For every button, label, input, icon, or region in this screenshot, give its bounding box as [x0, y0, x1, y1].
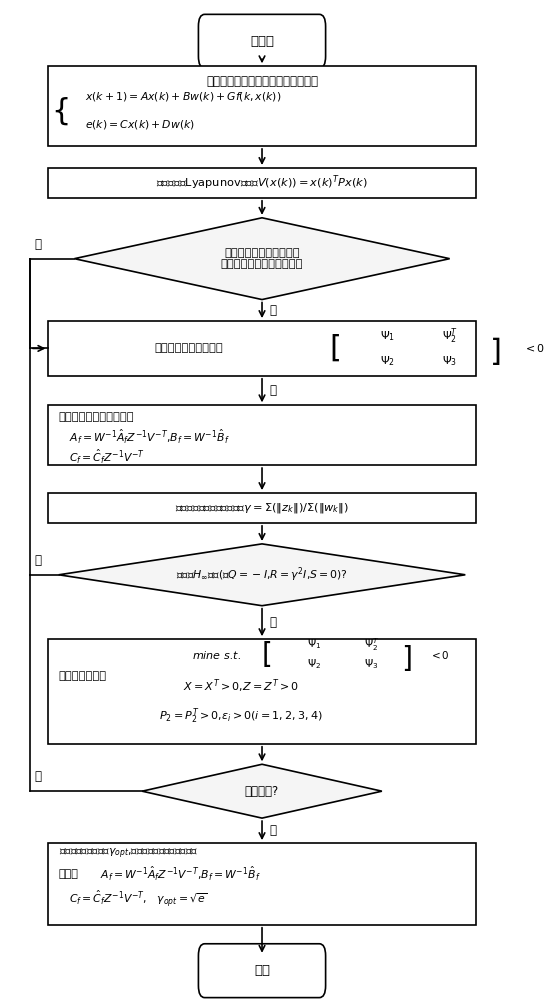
- Text: [: [: [485, 334, 497, 363]
- Text: $< 0$: $< 0$: [523, 342, 544, 354]
- Text: $< 0$: $< 0$: [429, 649, 449, 661]
- Text: $\Psi_3$: $\Psi_3$: [442, 354, 457, 368]
- Text: $P_2 = P_2^T > 0$,$\varepsilon_i > 0$$(i=1,2,3,4)$: $P_2 = P_2^T > 0$,$\varepsilon_i > 0$$(i…: [159, 707, 323, 726]
- Text: $\Psi_2^T$: $\Psi_2^T$: [442, 327, 458, 346]
- Text: 求解优化问题：: 求解优化问题：: [59, 672, 107, 682]
- Text: 是: 是: [270, 824, 277, 837]
- Text: 参数：: 参数：: [59, 869, 79, 879]
- Text: 退出: 退出: [254, 964, 270, 977]
- Polygon shape: [59, 544, 465, 606]
- Polygon shape: [142, 764, 382, 818]
- Bar: [48, 168, 476, 198]
- Bar: [48, 639, 476, 744]
- Bar: [48, 321, 476, 376]
- Polygon shape: [74, 218, 450, 300]
- Text: $C_f = \hat{C}_f Z^{-1}V^{-T}$: $C_f = \hat{C}_f Z^{-1}V^{-T}$: [69, 448, 145, 466]
- Text: $x(k+1) = Ax(k)+Bw(k)+Gf(k,x(k))$: $x(k+1) = Ax(k)+Bw(k)+Gf(k,x(k))$: [85, 90, 281, 103]
- Text: 系统均方指数稳定和严格
耗散性的充分条件是否满足: 系统均方指数稳定和严格 耗散性的充分条件是否满足: [221, 248, 303, 269]
- Bar: [48, 493, 476, 523]
- Text: [: [: [397, 641, 408, 669]
- Text: 是: 是: [270, 384, 277, 397]
- Text: 优化最小扰动抑制率$\gamma_{opt}$,求出优化非脆弱耗散滤波器: 优化最小扰动抑制率$\gamma_{opt}$,求出优化非脆弱耗散滤波器: [59, 847, 198, 861]
- Text: {: {: [52, 97, 71, 126]
- Text: 是: 是: [270, 616, 277, 629]
- Bar: [48, 66, 476, 146]
- FancyBboxPatch shape: [198, 14, 325, 68]
- Text: 建立非线性网络化滤波误差系统模型: 建立非线性网络化滤波误差系统模型: [206, 75, 318, 88]
- Text: [: [: [262, 641, 272, 669]
- Text: $\Psi_2$: $\Psi_2$: [307, 658, 321, 671]
- Text: $\Psi_2$: $\Psi_2$: [379, 354, 395, 368]
- Text: $mine$ s.t.: $mine$ s.t.: [192, 649, 241, 661]
- Text: $X = X^T > 0$,$Z = Z^T > 0$: $X = X^T > 0$,$Z = Z^T > 0$: [183, 678, 299, 695]
- Text: 否: 否: [34, 238, 41, 251]
- Text: 否: 否: [34, 554, 41, 567]
- Text: 是否有解?: 是否有解?: [245, 785, 279, 798]
- Text: $\Psi_1$: $\Psi_1$: [307, 638, 321, 651]
- FancyBboxPatch shape: [198, 944, 325, 998]
- Text: 求解线性矩阵不等式：: 求解线性矩阵不等式：: [155, 343, 223, 353]
- Text: 否: 否: [34, 770, 41, 783]
- Text: $e(k) = Cx(k)+Dw(k)$: $e(k) = Cx(k)+Dw(k)$: [85, 118, 195, 131]
- Text: 求出对应的系统性能指标：$\gamma=\Sigma(\|z_k\|)/\Sigma(\|w_k\|)$: 求出对应的系统性能指标：$\gamma=\Sigma(\|z_k\|)/\Sig…: [175, 501, 349, 515]
- Text: $\Psi_2^T$: $\Psi_2^T$: [364, 636, 379, 653]
- Text: $A_f = W^{-1}\hat{A}_f Z^{-1}V^{-T}$,$B_f = W^{-1}\hat{B}_f$: $A_f = W^{-1}\hat{A}_f Z^{-1}V^{-T}$,$B_…: [69, 428, 230, 446]
- Bar: [48, 405, 476, 465]
- Text: $A_f = W^{-1}\hat{A}_f Z^{-1}V^{-T}$,$B_f = W^{-1}\hat{B}_f$: $A_f = W^{-1}\hat{A}_f Z^{-1}V^{-T}$,$B_…: [100, 865, 261, 883]
- Text: $\Psi_3$: $\Psi_3$: [364, 658, 378, 671]
- Text: $\Psi_1$: $\Psi_1$: [379, 330, 395, 343]
- Text: 是: 是: [270, 304, 277, 317]
- Text: [: [: [329, 334, 341, 363]
- Text: $C_f = \hat{C}_f Z^{-1}V^{-T}$,   $\gamma_{opt} = \sqrt{e}$: $C_f = \hat{C}_f Z^{-1}V^{-T}$, $\gamma_…: [69, 889, 207, 909]
- Text: 是否为$H_\infty$控制(即$Q=-I$,$R=\gamma^2 I$,$S=0$)?: 是否为$H_\infty$控制(即$Q=-I$,$R=\gamma^2 I$,$…: [176, 565, 348, 584]
- Text: 非脆弱耗散滤波器参数：: 非脆弱耗散滤波器参数：: [59, 412, 134, 422]
- Bar: [48, 843, 476, 925]
- Text: 构造合适的Lyapunov函数：$V(x(k)) = x(k)^T Px(k)$: 构造合适的Lyapunov函数：$V(x(k)) = x(k)^T Px(k)$: [156, 174, 368, 192]
- Text: 初始化: 初始化: [250, 35, 274, 48]
